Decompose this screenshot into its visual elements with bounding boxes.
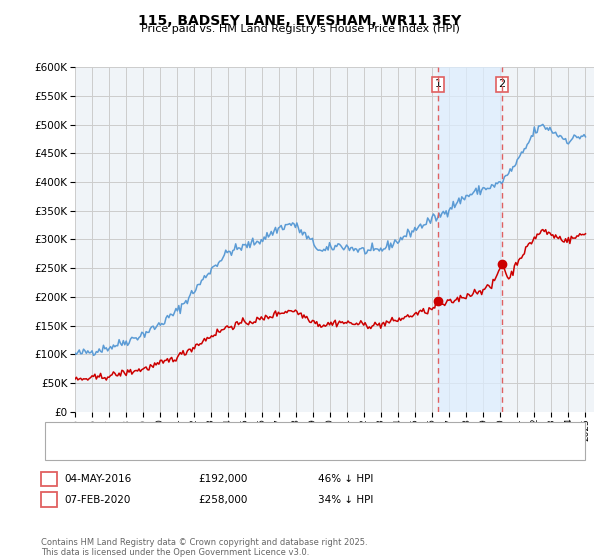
- Text: £258,000: £258,000: [198, 494, 247, 505]
- Text: 2: 2: [46, 494, 52, 505]
- Text: 07-FEB-2020: 07-FEB-2020: [64, 494, 131, 505]
- Text: Price paid vs. HM Land Registry's House Price Index (HPI): Price paid vs. HM Land Registry's House …: [140, 24, 460, 34]
- Text: Contains HM Land Registry data © Crown copyright and database right 2025.
This d: Contains HM Land Registry data © Crown c…: [41, 538, 367, 557]
- Bar: [438, 67, 502, 412]
- Text: 34% ↓ HPI: 34% ↓ HPI: [318, 494, 373, 505]
- Text: £192,000: £192,000: [198, 474, 247, 484]
- Text: 115, BADSEY LANE, EVESHAM, WR11 3EY: 115, BADSEY LANE, EVESHAM, WR11 3EY: [139, 14, 461, 28]
- Text: 04-MAY-2016: 04-MAY-2016: [64, 474, 131, 484]
- Text: 1: 1: [46, 474, 52, 484]
- Text: 115, BADSEY LANE, EVESHAM, WR11 3EY (detached house): 115, BADSEY LANE, EVESHAM, WR11 3EY (det…: [80, 427, 378, 437]
- Text: 1: 1: [434, 80, 442, 90]
- Text: HPI: Average price, detached house, Wychavon: HPI: Average price, detached house, Wych…: [80, 445, 316, 455]
- Text: 2: 2: [499, 80, 506, 90]
- Text: 46% ↓ HPI: 46% ↓ HPI: [318, 474, 373, 484]
